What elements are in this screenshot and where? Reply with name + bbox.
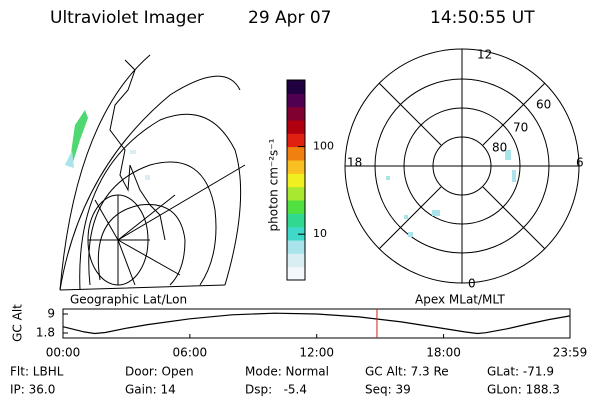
aurora-left <box>65 110 150 180</box>
colorbar-swatch <box>287 226 305 241</box>
colorbar-swatch <box>287 266 305 281</box>
info-field: Mode: Normal <box>245 365 329 379</box>
x-tick-label: 06:00 <box>173 346 208 360</box>
y-tick-label: 9 <box>47 307 55 321</box>
colorbar-swatch <box>287 186 305 201</box>
colorbar-swatch <box>287 253 305 268</box>
colorbar-swatch <box>287 106 305 121</box>
colorbar-swatch <box>287 93 305 108</box>
colorbar-swatch <box>287 240 305 254</box>
globe <box>59 54 246 291</box>
x-tick-label: 18:00 <box>426 346 461 360</box>
x-tick-label: 00:00 <box>46 346 81 360</box>
mlt-label: 12 <box>477 48 492 62</box>
right-panel-label: Apex MLat/MLT <box>415 293 505 307</box>
mlt-label: 6 <box>576 156 584 170</box>
altitude-line <box>62 312 571 335</box>
y-tick-label: 1.8 <box>36 325 55 339</box>
info-field: Seq: 39 <box>365 383 411 397</box>
info-field: Dsp: -5.4 <box>245 383 307 397</box>
colorbar-swatch <box>287 120 305 134</box>
altitude-plot: 1.8 9 00:00 06:00 12:00 18:00 23:59 <box>36 307 587 360</box>
colorbar-swatch <box>287 133 305 148</box>
title: Ultraviolet Imager <box>50 8 204 28</box>
date: 29 Apr 07 <box>248 8 331 28</box>
colorbar-swatch <box>287 160 305 174</box>
colorbar-swatch <box>287 213 305 228</box>
x-tick-label: 23:59 <box>553 346 588 360</box>
time: 14:50:55 UT <box>430 8 535 28</box>
polar-grid <box>344 48 580 284</box>
info-table: Flt: LBHL Door: Open Mode: Normal GC Alt: 7… <box>10 365 560 397</box>
colorbar-swatch <box>287 146 305 161</box>
info-field: Flt: LBHL <box>10 365 64 379</box>
colorbar-tick-label: 10 <box>313 227 327 240</box>
x-tick-label: 12:00 <box>299 346 334 360</box>
info-field: GLat: -71.9 <box>487 365 554 379</box>
mlat-label: 60 <box>536 98 551 112</box>
aurora-right <box>386 150 516 237</box>
left-panel-label: Geographic Lat/Lon <box>70 293 187 307</box>
colorbar-tick-label: 100 <box>313 140 334 153</box>
info-field: GLon: 188.3 <box>487 383 560 397</box>
info-field: IP: 36.0 <box>10 383 55 397</box>
y-axis-label: GC Alt <box>11 304 25 342</box>
mlat-label: 80 <box>492 141 507 155</box>
mlt-label: 0 <box>468 277 476 291</box>
info-field: GC Alt: 7.3 Re <box>365 365 449 379</box>
colorbar-frame <box>286 79 306 281</box>
mlat-label: 70 <box>513 121 528 135</box>
info-field: Door: Open <box>125 365 194 379</box>
colorbar-swatch <box>287 80 305 94</box>
info-field: Gain: 14 <box>125 383 176 397</box>
mlt-label: 18 <box>347 156 362 170</box>
colorbar-label: photon cm⁻²s⁻¹ <box>267 138 281 231</box>
colorbar-swatch <box>287 200 305 214</box>
colorbar-swatch <box>287 173 305 188</box>
colorbar: 10 100 <box>287 80 334 281</box>
